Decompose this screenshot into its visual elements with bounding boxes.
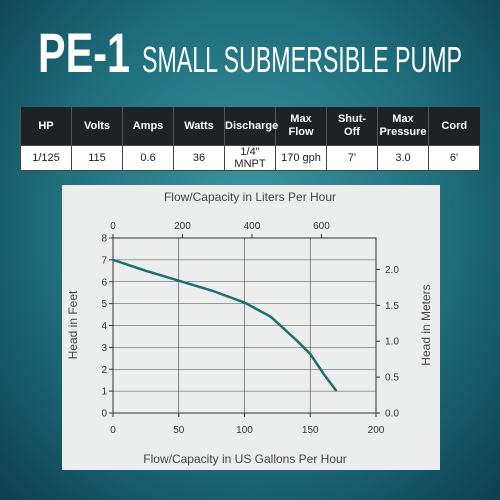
y-tick-label: 3 [101, 343, 107, 354]
y2-axis-label: Head in Meters [419, 284, 433, 365]
header-text: HP [38, 119, 54, 132]
header-row: HP Volts Amps Watts Discharge Max Flow Shut-Of… [20, 107, 480, 146]
y-tick-label: 2 [101, 365, 107, 376]
header-text: Shut-Off [337, 113, 367, 138]
x2-tick-label: 200 [174, 221, 191, 232]
column-header: Discharge [224, 107, 279, 146]
chart-panel [62, 185, 440, 470]
x-tick-label: 0 [110, 425, 116, 436]
header-text: Discharge [225, 119, 279, 132]
y-tick-label: 6 [101, 277, 107, 288]
x-tick-label: 150 [302, 425, 319, 436]
header-text: Amps [132, 119, 164, 132]
column-header: Shut-Off [326, 107, 378, 146]
column-header: Volts [71, 107, 123, 146]
header-text: Max Pressure [379, 113, 427, 138]
column-header: Cord [428, 107, 480, 146]
y-tick-label: 4 [101, 321, 107, 332]
row: 1/125 115 0.6 36 1/4" MNPT 170 gph 7' 3.0 6' [20, 145, 480, 171]
header-text: Max Flow [288, 113, 314, 138]
cell: 3.0 [377, 145, 429, 171]
x-axis-label: Flow/Capacity in US Gallons Per Hour [143, 452, 346, 466]
spec-table: HP Volts Amps Watts Discharge Max Flow Shut-Of… [20, 107, 480, 171]
y2-tick-label: 2.0 [385, 265, 399, 276]
x2-tick-label: 400 [244, 221, 261, 232]
y-tick-label: 1 [101, 387, 107, 398]
y2-tick-label: 0.0 [385, 409, 399, 420]
x2-axis-label: Flow/Capacity in Liters Per Hour [164, 190, 336, 204]
x-tick-label: 50 [173, 425, 185, 436]
y2-tick-label: 1.0 [385, 337, 399, 348]
cell: 1/125 [20, 145, 72, 171]
cell: 1/4" MNPT [224, 145, 276, 171]
x2-tick-label: 600 [313, 221, 330, 232]
x-tick-label: 200 [368, 425, 385, 436]
cell: 0.6 [122, 145, 174, 171]
cell: 36 [173, 145, 225, 171]
cell: 7' [326, 145, 378, 171]
x2-tick-label: 0 [110, 221, 116, 232]
column-header: Max Flow [275, 107, 327, 146]
cell: 170 gph [275, 145, 327, 171]
y2-tick-label: 0.5 [385, 373, 399, 384]
model: PE-1 [38, 21, 130, 84]
column-header: Max Pressure [377, 107, 429, 146]
plot-frame [112, 237, 377, 414]
y-axis-label: Head in Feet [66, 290, 80, 359]
column-header: HP [20, 107, 72, 146]
y-tick-label: 7 [101, 255, 107, 266]
x-tick-label: 100 [236, 425, 253, 436]
header-text: Cord [441, 119, 468, 132]
y-tick-label: 8 [101, 234, 107, 245]
column-header: Amps [122, 107, 174, 146]
curve [112, 258, 338, 392]
y-tick-label: 0 [101, 409, 107, 420]
cell: 115 [71, 145, 123, 171]
y-tick-label: 5 [101, 299, 107, 310]
y2-tick-label: 1.5 [385, 301, 399, 312]
header-text: Volts [83, 119, 111, 132]
title: SMALL SUBMERSIBLE PUMP [142, 39, 462, 80]
cell: 6' [428, 145, 480, 171]
header-text: Watts [184, 119, 214, 132]
column-header: Watts [173, 107, 225, 146]
